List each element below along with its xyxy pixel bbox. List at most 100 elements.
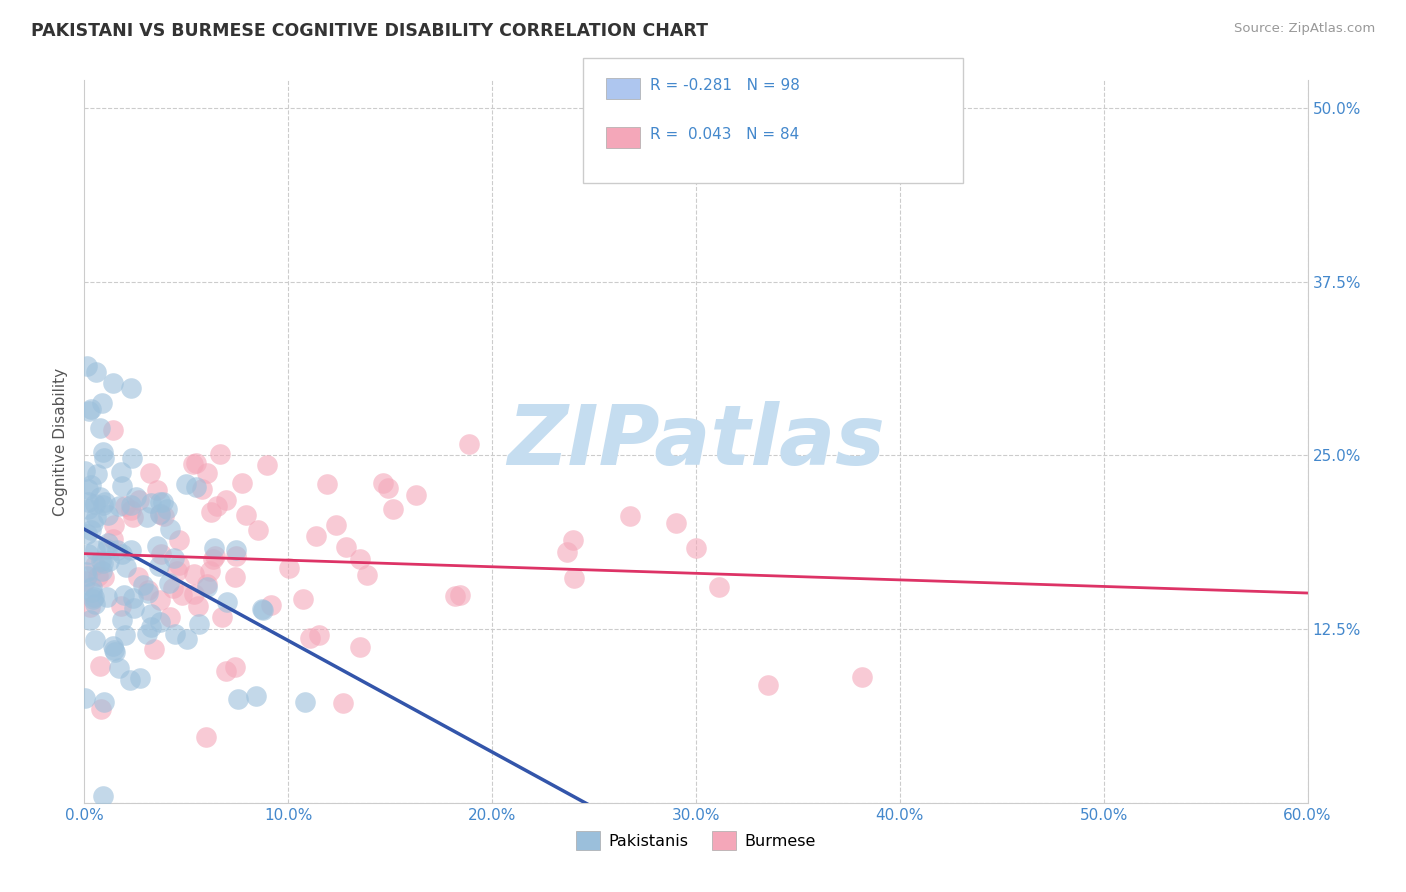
Point: [111, 478, 134, 492]
Point: [103, 423, 125, 437]
Point: [87, 569, 110, 583]
Point: [122, 601, 145, 615]
Text: R = -0.281   N = 98: R = -0.281 N = 98: [650, 78, 800, 93]
Point: [186, 456, 208, 470]
Point: [298, 632, 321, 646]
Point: [335, 540, 357, 554]
Point: [93, 450, 115, 465]
Point: [80, 477, 103, 491]
Point: [103, 517, 125, 532]
Point: [305, 529, 328, 543]
Point: [89, 658, 111, 673]
Point: [80, 585, 103, 599]
Point: [169, 558, 191, 573]
Point: [226, 692, 249, 706]
Point: [132, 578, 155, 592]
Point: [665, 516, 688, 530]
Point: [82, 591, 104, 606]
Point: [619, 509, 641, 524]
Point: [685, 541, 707, 556]
Point: [176, 632, 198, 647]
Point: [89, 490, 111, 504]
Point: [94, 495, 117, 509]
Point: [120, 673, 142, 688]
Point: [75, 565, 97, 579]
Point: [184, 480, 207, 494]
Point: [215, 664, 238, 678]
Point: [163, 551, 186, 566]
Point: [83, 497, 105, 511]
Point: [110, 599, 132, 613]
Point: [157, 575, 180, 590]
Point: [149, 494, 172, 508]
Point: [152, 494, 174, 508]
Point: [205, 499, 228, 513]
Point: [142, 641, 165, 656]
Point: [562, 571, 585, 585]
Point: [96, 590, 118, 604]
Point: [136, 582, 159, 597]
Point: [76, 526, 98, 541]
Point: [225, 542, 247, 557]
Point: [381, 501, 404, 516]
Point: [756, 678, 779, 692]
Point: [112, 588, 135, 602]
Point: [79, 614, 101, 628]
Point: [125, 490, 148, 504]
Point: [195, 467, 218, 481]
Point: [84, 558, 107, 572]
Point: [150, 548, 173, 562]
Point: [90, 554, 112, 568]
Point: [121, 451, 143, 466]
Point: [90, 702, 112, 716]
Point: [96, 541, 118, 556]
Legend: Pakistanis, Burmese: Pakistanis, Burmese: [569, 825, 823, 856]
Point: [201, 552, 224, 566]
Point: [183, 566, 205, 581]
Point: [377, 482, 399, 496]
Point: [851, 670, 873, 684]
Point: [187, 599, 209, 613]
Point: [200, 505, 222, 519]
Point: [91, 498, 114, 512]
Point: [103, 640, 125, 654]
Point: [149, 593, 172, 607]
Point: [121, 591, 143, 605]
Point: [82, 516, 104, 530]
Point: [146, 483, 169, 498]
Point: [136, 585, 159, 599]
Point: [225, 549, 247, 563]
Point: [93, 695, 115, 709]
Point: [103, 643, 125, 657]
Point: [224, 660, 246, 674]
Point: [159, 522, 181, 536]
Point: [128, 672, 150, 686]
Text: PAKISTANI VS BURMESE COGNITIVE DISABILITY CORRELATION CHART: PAKISTANI VS BURMESE COGNITIVE DISABILIT…: [31, 22, 709, 40]
Point: [349, 640, 371, 655]
Point: [79, 523, 101, 537]
Point: [214, 493, 236, 508]
Point: [77, 482, 100, 496]
Point: [202, 541, 225, 555]
Point: [246, 523, 269, 537]
Point: [146, 540, 169, 554]
Text: Source: ZipAtlas.com: Source: ZipAtlas.com: [1234, 22, 1375, 36]
Point: [136, 509, 159, 524]
Point: [194, 730, 217, 744]
Point: [83, 598, 105, 612]
Point: [108, 661, 131, 675]
Point: [174, 477, 197, 491]
Point: [183, 587, 205, 601]
Point: [128, 493, 150, 508]
Point: [86, 467, 108, 481]
Point: [166, 564, 188, 578]
Point: [148, 507, 170, 521]
Point: [211, 610, 233, 624]
Point: [120, 498, 142, 512]
Point: [149, 615, 172, 629]
Point: [204, 549, 226, 563]
Point: [349, 552, 371, 566]
Point: [191, 483, 214, 497]
Point: [235, 508, 257, 522]
Point: [97, 535, 120, 549]
